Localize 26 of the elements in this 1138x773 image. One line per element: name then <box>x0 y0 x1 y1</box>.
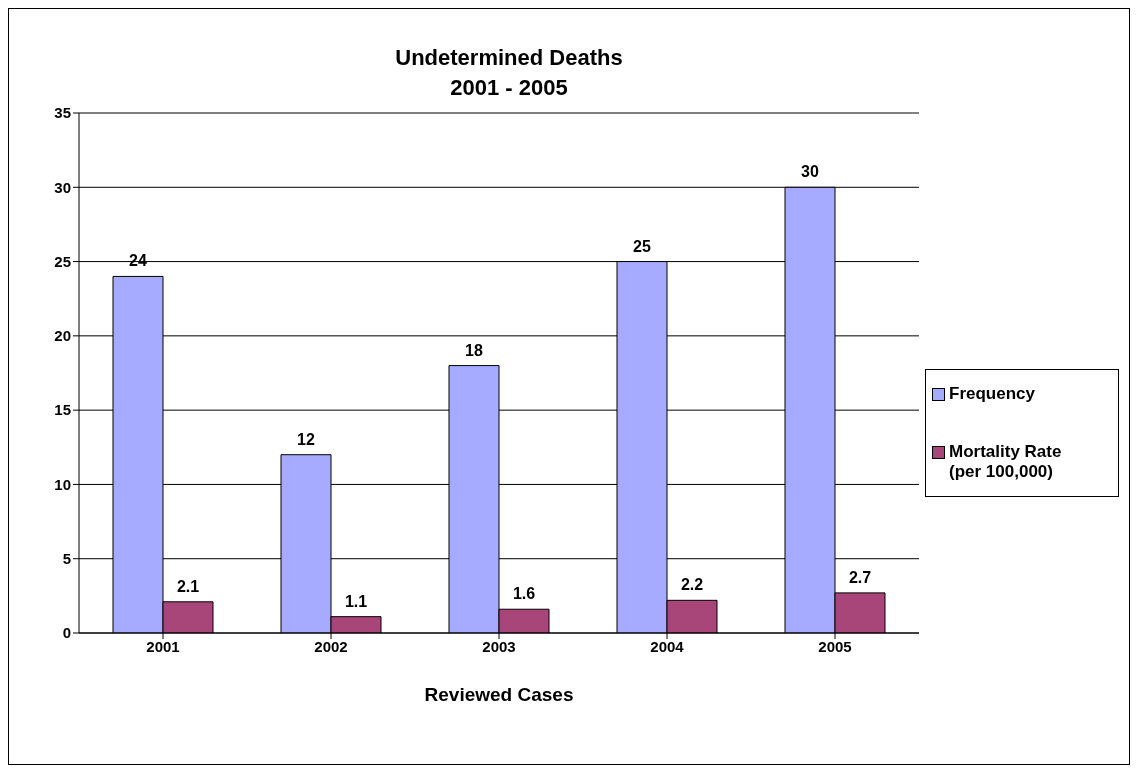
x-tick-label: 2004 <box>650 637 685 655</box>
x-axis-title: Reviewed Cases <box>424 684 574 705</box>
y-tick-label: 5 <box>62 550 71 568</box>
x-tick-label: 2005 <box>818 637 852 655</box>
x-tick-label: 2003 <box>482 637 516 655</box>
y-tick-label: 35 <box>54 104 71 122</box>
y-tick-label: 20 <box>54 327 71 345</box>
y-tick-label: 0 <box>62 624 71 642</box>
data-label: 2.2 <box>680 576 704 594</box>
chart-title: Undetermined Deaths 2001 - 2005 <box>394 44 624 102</box>
y-tick-label: 30 <box>54 178 71 196</box>
data-label: 25 <box>633 237 651 255</box>
legend-label: Mortality Rate (per 100,000) <box>949 442 1063 482</box>
x-tick-label: 2002 <box>314 637 348 655</box>
data-label: 1.1 <box>344 592 368 610</box>
legend-label: Frequency <box>949 384 1036 404</box>
data-label: 1.6 <box>512 585 536 603</box>
y-tick-label: 25 <box>54 252 71 270</box>
data-label: 2.7 <box>848 568 872 586</box>
y-tick-label: 10 <box>54 475 71 493</box>
data-label: 30 <box>801 163 819 181</box>
y-tick-label: 15 <box>54 401 71 419</box>
data-label: 2.1 <box>176 577 200 595</box>
data-label: 18 <box>465 341 483 359</box>
data-label: 12 <box>297 430 315 448</box>
x-tick-label: 2001 <box>146 637 180 655</box>
